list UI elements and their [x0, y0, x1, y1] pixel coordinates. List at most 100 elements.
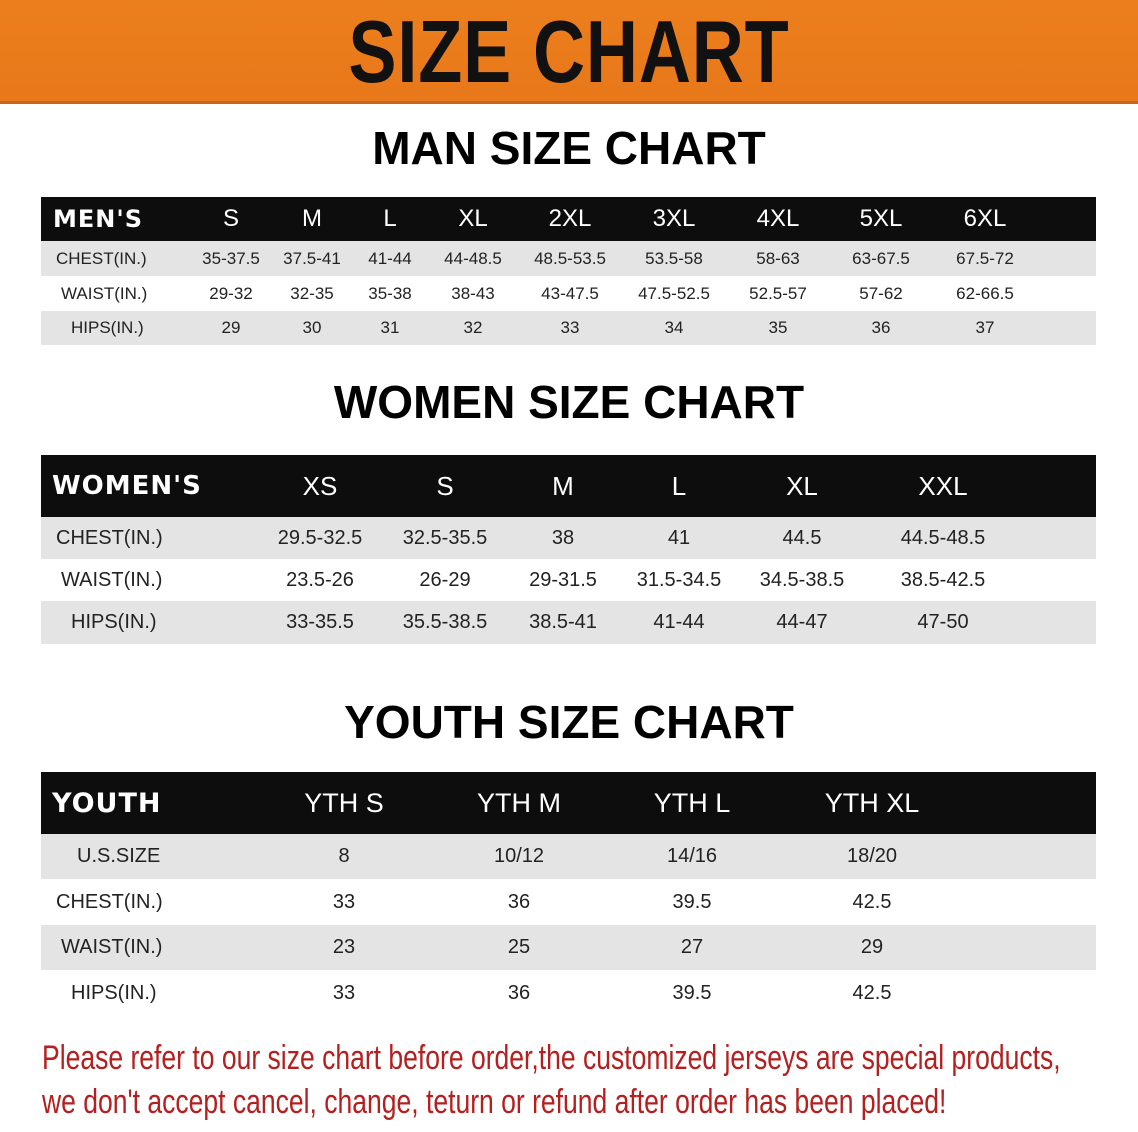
- table-cell: 34: [664, 318, 684, 337]
- table-cell: 35-38: [368, 283, 412, 303]
- size-column-header: S: [222, 205, 240, 232]
- table-row: CHEST(IN.) 29.5-32.5 32.5-35.5 38 41 44.5 44.5…: [41, 517, 1096, 559]
- men-section-title: MAN SIZE CHART: [372, 122, 766, 174]
- table-row: CHEST(IN.) 35-37.5 37.5-41 41-44 44-48.5 48.5…: [41, 241, 1096, 276]
- table-cell: 57-62: [859, 283, 903, 303]
- measurement-label: CHEST(IN.): [56, 248, 147, 268]
- table-cell: 32: [463, 318, 483, 337]
- table-cell: 32.5-35.5: [402, 526, 488, 549]
- size-column-header: YTH S: [304, 787, 384, 818]
- table-row: WAIST(IN.) 23 25 27 29: [41, 925, 1096, 970]
- table-header-row: MEN'S S M L XL 2XL 3XL 4XL 5XL 6XL: [41, 197, 1096, 241]
- table-cell: 10/12: [493, 845, 545, 867]
- table-cell: 37.5-41: [283, 248, 341, 268]
- table-cell: 63-67.5: [852, 248, 910, 268]
- table-cell: 27: [680, 936, 704, 958]
- table-cell: 44.5: [782, 526, 822, 549]
- table-cell: 23.5-26: [286, 568, 354, 591]
- table-cell: 58-63: [756, 248, 800, 268]
- table-cell: 18/20: [846, 845, 898, 867]
- men-size-table: MEN'S S M L XL 2XL 3XL 4XL 5XL 6XL CHEST(IN.) 35-37…: [41, 197, 1096, 345]
- size-column-header: 5XL: [859, 205, 903, 232]
- size-column-header: XS: [302, 470, 338, 501]
- table-cell: 29-31.5: [529, 568, 597, 591]
- table-cell: 44-48.5: [444, 248, 502, 268]
- table-row: HIPS(IN.) 33-35.5 35.5-38.5 38.5-41 41-44 44-…: [41, 601, 1096, 644]
- table-cell: 43-47.5: [541, 283, 599, 303]
- table-cell: 47.5-52.5: [638, 283, 710, 303]
- size-column-header: M: [302, 205, 322, 232]
- table-row: U.S.SIZE 8 10/12 14/16 18/20: [41, 834, 1096, 879]
- order-notice: Please refer to our size chart before or…: [42, 1036, 1061, 1124]
- table-cell: 36: [507, 890, 531, 913]
- table-cell: 33: [332, 890, 356, 913]
- size-column-header: 2XL: [548, 205, 592, 232]
- table-cell: 33: [332, 981, 356, 1004]
- table-cell: 33-35.5: [286, 611, 354, 633]
- table-cell: 23: [332, 936, 356, 958]
- table-cell: 42.5: [852, 981, 892, 1004]
- table-cell: 38: [551, 526, 575, 549]
- table-cell: 39.5: [672, 890, 712, 913]
- measurement-label: HIPS(IN.): [71, 318, 144, 337]
- table-row: WAIST(IN.) 23.5-26 26-29 29-31.5 31.5-34.5 34…: [41, 559, 1096, 601]
- table-category-label: MEN'S: [53, 205, 143, 233]
- table-cell: 32-35: [290, 283, 334, 303]
- table-row: CHEST(IN.) 33 36 39.5 42.5: [41, 879, 1096, 925]
- table-cell: 38.5-42.5: [900, 568, 986, 591]
- measurement-label: WAIST(IN.): [61, 936, 163, 958]
- size-column-header: 4XL: [756, 205, 800, 232]
- size-column-header: YTH XL: [824, 787, 920, 818]
- size-column-header: M: [552, 470, 574, 501]
- table-cell: 33: [560, 318, 580, 337]
- size-column-header: 6XL: [963, 205, 1007, 232]
- table-row: WAIST(IN.) 29-32 32-35 35-38 38-43 43-47.5 47.…: [41, 276, 1096, 311]
- size-column-header: XL: [458, 205, 488, 232]
- table-cell: 29: [860, 936, 884, 958]
- table-cell: 35: [768, 318, 788, 337]
- table-cell: 35.5-38.5: [402, 611, 488, 633]
- table-cell: 34.5-38.5: [759, 568, 845, 591]
- table-cell: 29.5-32.5: [277, 526, 363, 549]
- size-column-header: XXL: [918, 470, 968, 501]
- table-cell: 30: [302, 318, 322, 337]
- table-cell: 44.5-48.5: [900, 526, 986, 549]
- table-row: HIPS(IN.) 33 36 39.5 42.5: [41, 970, 1096, 1016]
- table-cell: 41: [667, 526, 691, 549]
- table-cell: 62-66.5: [956, 283, 1014, 303]
- table-cell: 42.5: [852, 890, 892, 913]
- table-cell: 41-44: [368, 248, 412, 268]
- women-size-table: WOMEN'S XS S M L XL XXL CHEST(IN.) 29.5-32.5 32.5…: [41, 455, 1096, 644]
- table-cell: 31.5-34.5: [636, 568, 722, 591]
- youth-section-title: YOUTH SIZE CHART: [344, 696, 794, 748]
- table-cell: 8: [338, 845, 350, 867]
- measurement-label: U.S.SIZE: [77, 845, 161, 867]
- table-row: HIPS(IN.) 29 30 31 32 33 34 35 36 37: [41, 311, 1096, 345]
- table-cell: 36: [507, 981, 531, 1004]
- size-column-header: XL: [786, 470, 818, 501]
- table-cell: 31: [380, 318, 400, 337]
- table-header-row: YOUTH YTH S YTH M YTH L YTH XL: [41, 772, 1096, 834]
- notice-line-2: we don't accept cancel, change, teturn o…: [42, 1083, 947, 1121]
- table-cell: 35-37.5: [202, 248, 260, 268]
- table-cell: 41-44: [653, 611, 705, 633]
- size-column-header: L: [671, 470, 687, 501]
- table-cell: 29-32: [209, 283, 253, 303]
- table-header-row: WOMEN'S XS S M L XL XXL: [41, 455, 1096, 517]
- table-cell: 25: [507, 936, 531, 958]
- measurement-label: WAIST(IN.): [61, 283, 148, 303]
- title-banner: SIZE CHART: [0, 0, 1138, 104]
- measurement-label: WAIST(IN.): [61, 568, 163, 591]
- youth-size-table: YOUTH YTH S YTH M YTH L YTH XL U.S.SIZE 8 10/12…: [41, 772, 1096, 1016]
- page-title: SIZE CHART: [348, 2, 790, 101]
- table-cell: 53.5-58: [645, 248, 703, 268]
- table-cell: 38-43: [451, 283, 495, 303]
- size-column-header: 3XL: [652, 205, 696, 232]
- size-column-header: YTH M: [477, 787, 561, 818]
- table-cell: 47-50: [917, 611, 969, 633]
- table-cell: 38.5-41: [529, 611, 597, 633]
- table-cell: 29: [221, 318, 241, 337]
- table-cell: 26-29: [419, 568, 471, 591]
- size-column-header: L: [383, 205, 397, 232]
- table-category-label: WOMEN'S: [52, 471, 202, 501]
